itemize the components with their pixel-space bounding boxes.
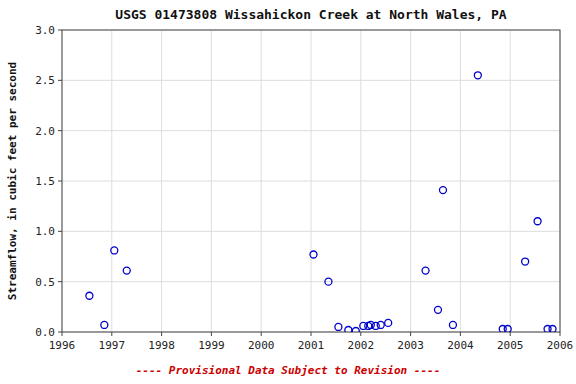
point [385, 319, 392, 326]
point [439, 187, 446, 194]
point [549, 325, 556, 332]
x-tick [111, 332, 112, 336]
point [534, 218, 541, 225]
y-grid-line [62, 130, 560, 131]
y-grid-line [62, 181, 560, 182]
axes: 1996 1997 1998 1999 2000 2001 2002 2003 2004 2005… [35, 24, 573, 352]
x-tick [460, 332, 461, 336]
point [335, 323, 342, 330]
y-tick [58, 130, 62, 131]
point [474, 72, 481, 79]
y-grid-line [62, 281, 560, 282]
x-tick-label: 1999 [198, 339, 225, 352]
annotation: ---- Provisional Data Subject to Revisio… [136, 364, 441, 377]
x-tick-label: 2005 [497, 339, 524, 352]
x-tick-label: 2006 [547, 339, 574, 352]
x-tick [410, 332, 411, 336]
x-tick [510, 332, 511, 336]
point [352, 327, 359, 332]
point [310, 251, 317, 258]
y-tick [58, 231, 62, 232]
x-tick [62, 332, 63, 336]
y-tick-label: 0.5 [35, 276, 55, 289]
title: USGS 01473808 Wissahickon Creek at North… [115, 7, 507, 22]
x-tick [161, 332, 162, 336]
x-tick [311, 332, 312, 336]
y-tick-label: 1.5 [35, 175, 55, 188]
y-tick-label: 2.0 [35, 125, 55, 138]
x-tick-label: 2000 [248, 339, 275, 352]
chart: 1996 1997 1998 1999 2000 2001 2002 2003 2004 2005… [0, 0, 576, 384]
x-tick [360, 332, 361, 336]
y-tick [58, 332, 62, 333]
x-tick-label: 2002 [348, 339, 375, 352]
y-tick-label: 3.0 [35, 24, 55, 37]
y-grid-line [62, 231, 560, 232]
y-tick [58, 30, 62, 31]
x-tick-label: 2003 [397, 339, 424, 352]
point [86, 292, 93, 299]
x-tick-label: 2004 [447, 339, 474, 352]
y-tick [58, 281, 62, 282]
x-tick-label: 1997 [99, 339, 126, 352]
y-axis-label: Streamflow, in cubic feet per second [6, 62, 19, 300]
y-tick-label: 2.5 [35, 74, 55, 87]
point [101, 321, 108, 328]
plot-frame [62, 30, 560, 332]
point [377, 321, 384, 328]
point [325, 278, 332, 285]
x-tick [261, 332, 262, 336]
point [504, 325, 511, 332]
point [345, 326, 352, 332]
x-tick-label: 1998 [148, 339, 175, 352]
point [111, 247, 118, 254]
y-tick-label: 0.0 [35, 326, 55, 339]
y-tick-label: 1.0 [35, 225, 55, 238]
points [86, 72, 556, 332]
y-grid-line [62, 80, 560, 81]
point [422, 267, 429, 274]
x-tick [560, 332, 561, 336]
point [123, 267, 130, 274]
x-tick-label: 1996 [49, 339, 76, 352]
x-tick [211, 332, 212, 336]
point [522, 258, 529, 265]
y-tick [58, 80, 62, 81]
x-tick-label: 2001 [298, 339, 325, 352]
grid [62, 30, 560, 332]
y-tick [58, 181, 62, 182]
point [449, 321, 456, 328]
point [434, 306, 441, 313]
